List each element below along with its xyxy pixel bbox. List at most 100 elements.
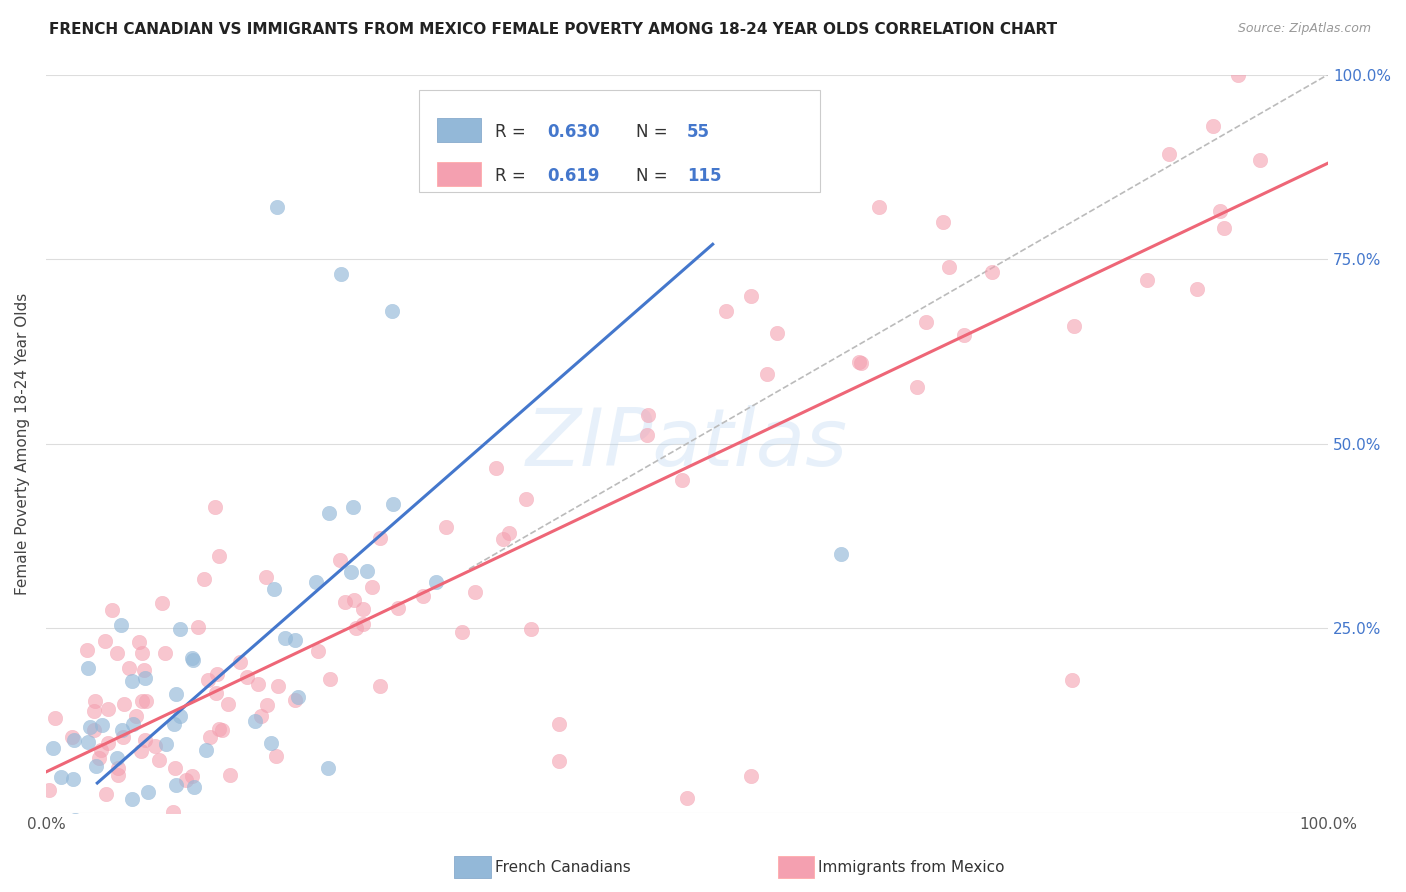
Point: [105, 751, 128, 765]
Point: [122, 717, 145, 731]
Point: [980, 265, 1002, 279]
Point: [425, 574, 447, 589]
Point: [260, 736, 283, 750]
Point: [180, 769, 202, 783]
Point: [356, 564, 378, 578]
Point: [79, 720, 101, 734]
Point: [953, 328, 976, 343]
Point: [183, 653, 205, 667]
Point: [249, 709, 271, 723]
Point: [547, 717, 569, 731]
Point: [1157, 147, 1180, 161]
Point: [938, 260, 960, 274]
Point: [91, 826, 114, 840]
Point: [187, 620, 209, 634]
Text: FRENCH CANADIAN VS IMMIGRANTS FROM MEXICO FEMALE POVERTY AMONG 18-24 YEAR OLDS C: FRENCH CANADIAN VS IMMIGRANTS FROM MEXIC…: [49, 22, 1057, 37]
Text: 115: 115: [688, 168, 721, 186]
Point: [131, 694, 153, 708]
Point: [208, 549, 231, 563]
Point: [63, 813, 86, 827]
Point: [1227, 68, 1250, 82]
Point: [637, 409, 659, 423]
Point: [39, 826, 62, 840]
Point: [340, 565, 363, 579]
Point: [77, 735, 100, 749]
Point: [62, 772, 84, 786]
Point: [100, 821, 122, 835]
Point: [344, 621, 367, 635]
Point: [352, 616, 374, 631]
Point: [381, 498, 404, 512]
Point: [361, 581, 384, 595]
Point: [932, 215, 955, 229]
Point: [204, 500, 226, 514]
Point: [163, 761, 186, 775]
Point: [155, 737, 177, 751]
Point: [676, 790, 699, 805]
Text: R =: R =: [495, 168, 530, 186]
Point: [121, 673, 143, 688]
Point: [636, 427, 658, 442]
Point: [307, 644, 329, 658]
Point: [211, 723, 233, 738]
Point: [44, 864, 66, 879]
Point: [110, 723, 132, 737]
Text: French Canadians: French Canadians: [495, 861, 631, 875]
Point: [134, 732, 156, 747]
Point: [162, 805, 184, 820]
Point: [165, 687, 187, 701]
Point: [905, 380, 928, 394]
Point: [368, 531, 391, 545]
Point: [135, 694, 157, 708]
Point: [194, 743, 217, 757]
Point: [128, 635, 150, 649]
FancyBboxPatch shape: [437, 118, 481, 142]
Text: 0.619: 0.619: [547, 168, 600, 186]
Point: [492, 532, 515, 546]
Point: [1202, 119, 1225, 133]
Point: [519, 622, 541, 636]
Point: [107, 761, 129, 775]
Point: [193, 573, 215, 587]
Point: [82, 819, 104, 833]
Point: [851, 356, 873, 370]
Point: [83, 723, 105, 738]
Point: [44, 711, 66, 725]
Point: [76, 642, 98, 657]
Point: [35, 864, 58, 879]
Point: [1209, 204, 1232, 219]
Point: [39, 814, 62, 828]
Text: ZIPatlas: ZIPatlas: [526, 405, 848, 483]
Point: [70, 842, 93, 856]
Point: [1136, 273, 1159, 287]
Point: [264, 748, 287, 763]
Point: [131, 646, 153, 660]
Point: [143, 864, 166, 879]
Point: [434, 519, 457, 533]
Point: [91, 842, 114, 856]
Text: Immigrants from Mexico: Immigrants from Mexico: [818, 861, 1005, 875]
Point: [243, 714, 266, 728]
Point: [266, 679, 288, 693]
Point: [848, 355, 870, 369]
Point: [515, 492, 537, 507]
Point: [110, 617, 132, 632]
Point: [176, 772, 198, 787]
Point: [143, 739, 166, 753]
Point: [342, 500, 364, 515]
Point: [246, 677, 269, 691]
Point: [451, 625, 474, 640]
Point: [90, 718, 112, 732]
Text: N =: N =: [636, 123, 672, 141]
Point: [100, 603, 122, 617]
Point: [169, 623, 191, 637]
Point: [150, 597, 173, 611]
Point: [368, 679, 391, 693]
Point: [284, 692, 307, 706]
Point: [121, 791, 143, 805]
Point: [218, 768, 240, 782]
Point: [124, 708, 146, 723]
Point: [87, 751, 110, 765]
Point: [77, 660, 100, 674]
Point: [228, 655, 250, 669]
